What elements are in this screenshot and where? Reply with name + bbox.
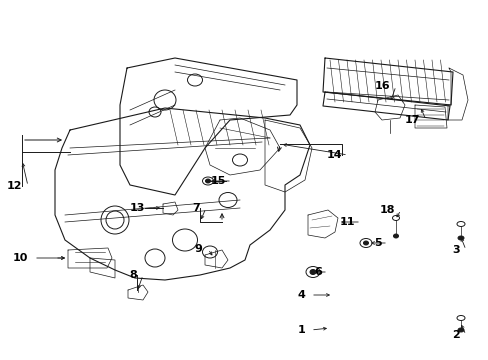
Ellipse shape <box>309 270 315 274</box>
Text: 5: 5 <box>374 238 381 248</box>
Text: 2: 2 <box>451 330 459 340</box>
Text: 18: 18 <box>379 205 394 215</box>
Text: 13: 13 <box>129 203 145 213</box>
Ellipse shape <box>457 236 463 240</box>
Text: 17: 17 <box>404 115 419 125</box>
Text: 4: 4 <box>297 290 305 300</box>
Text: 10: 10 <box>13 253 28 263</box>
Text: 16: 16 <box>374 81 389 91</box>
Ellipse shape <box>205 179 210 183</box>
Text: 8: 8 <box>129 270 137 280</box>
Text: 12: 12 <box>6 181 22 191</box>
Text: 14: 14 <box>325 150 341 160</box>
Ellipse shape <box>393 234 398 238</box>
Ellipse shape <box>363 241 368 245</box>
Text: 11: 11 <box>339 217 354 227</box>
Text: 1: 1 <box>297 325 305 335</box>
Ellipse shape <box>457 328 463 332</box>
Text: 15: 15 <box>210 176 225 186</box>
Text: 3: 3 <box>451 245 459 255</box>
Text: 9: 9 <box>194 244 202 254</box>
Text: 7: 7 <box>192 203 200 213</box>
Text: 6: 6 <box>313 267 321 277</box>
